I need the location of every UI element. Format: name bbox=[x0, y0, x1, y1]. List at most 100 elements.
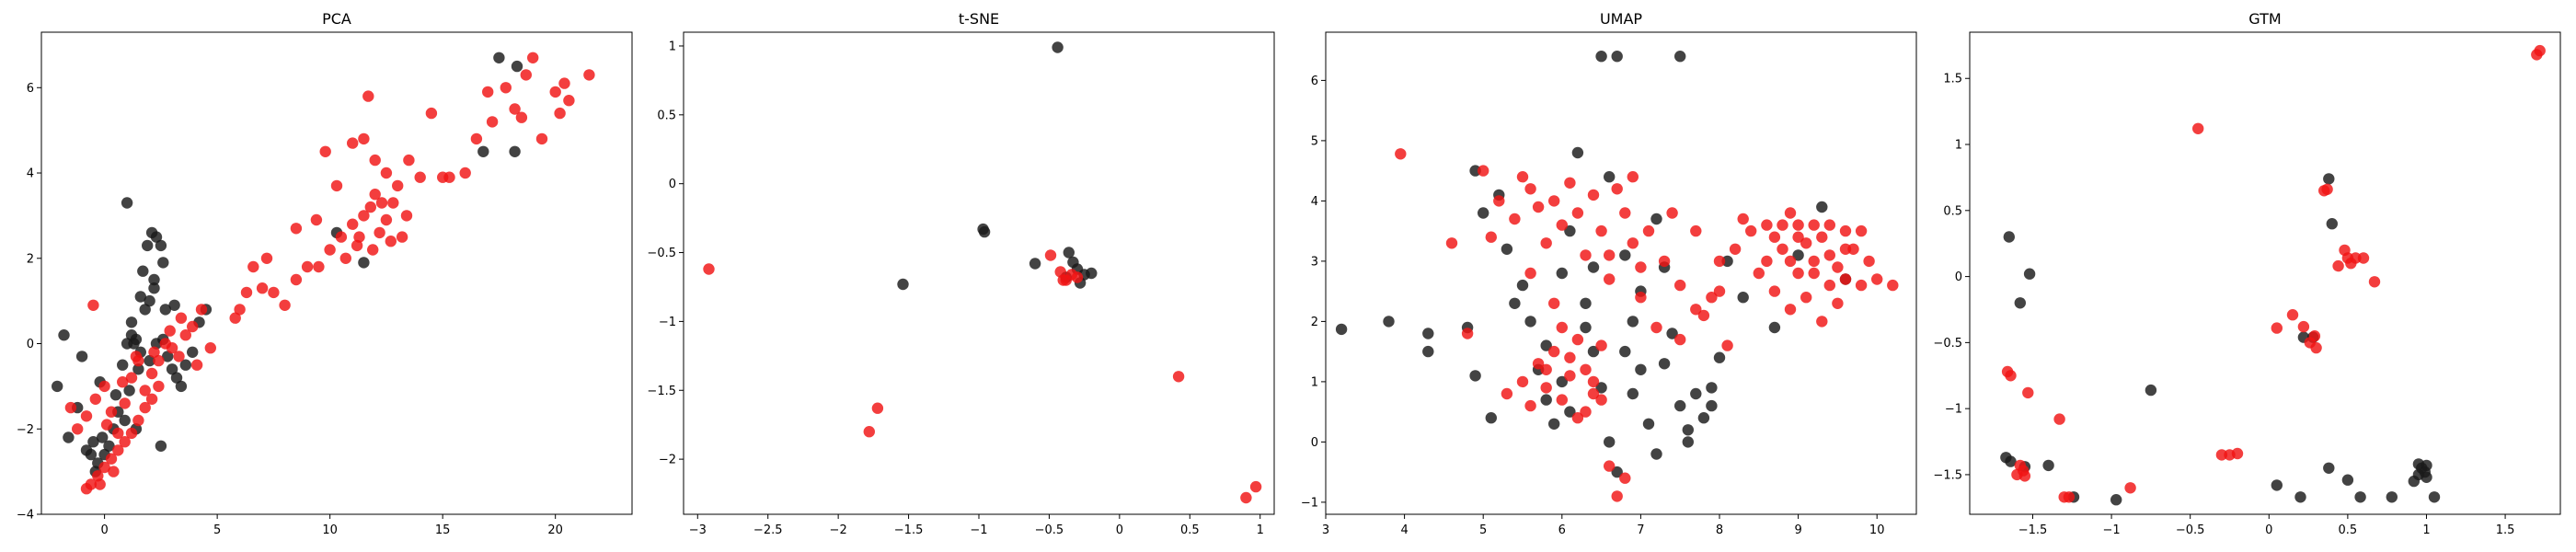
data-point-red bbox=[1516, 375, 1529, 388]
data-point-red bbox=[119, 397, 131, 409]
data-point-red bbox=[1240, 491, 1252, 504]
data-point-black bbox=[137, 265, 149, 277]
data-point-black bbox=[2421, 471, 2432, 483]
y-tick-label: 2 bbox=[1311, 316, 1318, 329]
data-point-red bbox=[1745, 224, 1757, 237]
data-point-red bbox=[260, 252, 273, 264]
data-point-red bbox=[108, 466, 120, 477]
data-point-red bbox=[380, 213, 393, 226]
data-point-red bbox=[380, 167, 393, 179]
data-point-red bbox=[2053, 413, 2065, 425]
data-point-black bbox=[134, 291, 146, 303]
data-point-red bbox=[1816, 316, 1828, 328]
data-point-red bbox=[1595, 394, 1607, 406]
data-point-red bbox=[414, 171, 426, 183]
data-point-red bbox=[105, 453, 118, 465]
data-point-red bbox=[1395, 148, 1407, 160]
data-point-red bbox=[2332, 259, 2344, 272]
data-point-red bbox=[1808, 219, 1820, 231]
data-point-red bbox=[364, 201, 376, 213]
data-point-red bbox=[459, 167, 471, 179]
data-point-red bbox=[351, 239, 363, 252]
x-tick-label: −0.5 bbox=[1035, 523, 1064, 537]
data-point-red bbox=[400, 210, 413, 222]
data-point-black bbox=[85, 448, 98, 461]
data-point-black bbox=[58, 329, 70, 341]
data-point-black bbox=[1690, 387, 1702, 400]
data-point-red bbox=[1571, 412, 1584, 424]
data-point-red bbox=[1548, 297, 1560, 309]
x-tick-label: 10 bbox=[1869, 523, 1885, 537]
chart-title: UMAP bbox=[1600, 10, 1642, 28]
data-point-black bbox=[121, 197, 133, 209]
data-point-red bbox=[148, 346, 160, 358]
data-point-red bbox=[1564, 370, 1576, 382]
data-point-red bbox=[1532, 201, 1545, 213]
data-point-red bbox=[1832, 261, 1844, 273]
data-point-black bbox=[2023, 268, 2036, 280]
data-point-red bbox=[1524, 183, 1536, 195]
data-point-black bbox=[1509, 297, 1521, 309]
x-tick-label: 4 bbox=[1400, 523, 1408, 537]
data-point-black bbox=[109, 389, 122, 401]
data-point-black bbox=[1682, 436, 1695, 448]
data-point-black bbox=[2421, 459, 2432, 472]
data-point-red bbox=[1524, 399, 1536, 412]
data-point-black bbox=[1706, 382, 1718, 394]
data-point-red bbox=[80, 483, 93, 495]
data-point-red bbox=[1556, 321, 1569, 334]
chart-panel-umap: UMAP 3 4 5 6 7 8 9 10 −1 0 1 2 3 4 5 6 bbox=[1301, 10, 1917, 537]
data-point-black bbox=[1587, 261, 1600, 273]
data-point-red bbox=[387, 197, 399, 209]
data-point-red bbox=[425, 107, 438, 120]
data-point-red bbox=[2297, 320, 2310, 333]
data-point-black bbox=[1674, 51, 1686, 63]
data-point-black bbox=[1540, 394, 1552, 406]
data-point-black bbox=[1650, 213, 1662, 225]
data-point-red bbox=[1666, 207, 1678, 219]
data-point-red bbox=[1493, 195, 1505, 207]
data-point-black bbox=[1635, 363, 1647, 375]
plot-frame bbox=[40, 31, 633, 515]
y-tick-label: 4 bbox=[1311, 195, 1318, 209]
x-tick-label: 20 bbox=[547, 523, 563, 537]
data-point-black bbox=[358, 257, 370, 269]
data-point-red bbox=[554, 107, 566, 120]
data-point-red bbox=[145, 393, 158, 405]
data-point-black bbox=[1682, 424, 1695, 436]
data-point-red bbox=[375, 197, 388, 209]
data-point-red bbox=[1690, 224, 1702, 237]
data-point-red bbox=[385, 236, 397, 247]
data-point-red bbox=[2286, 309, 2299, 321]
data-point-black bbox=[1478, 207, 1489, 219]
data-point-red bbox=[313, 260, 325, 273]
data-point-red bbox=[1556, 394, 1569, 406]
y-tick-label: −0.5 bbox=[647, 247, 676, 260]
data-point-red bbox=[179, 329, 191, 341]
data-point-red bbox=[1595, 339, 1607, 351]
data-point-red bbox=[1823, 249, 1836, 261]
data-point-red bbox=[1057, 274, 1069, 286]
data-point-black bbox=[2354, 491, 2366, 503]
data-point-black bbox=[166, 363, 178, 375]
data-point-black bbox=[1721, 255, 1733, 268]
data-point-red bbox=[871, 402, 884, 414]
data-point-red bbox=[234, 304, 246, 316]
data-point-black bbox=[1383, 316, 1395, 328]
data-point-red bbox=[1792, 231, 1804, 243]
x-tick-label: −1 bbox=[2102, 523, 2120, 537]
data-point-black bbox=[1556, 375, 1569, 388]
data-point-black bbox=[1611, 51, 1623, 63]
data-point-black bbox=[119, 414, 131, 427]
data-point-red bbox=[2357, 252, 2370, 264]
data-point-black bbox=[1516, 279, 1529, 292]
data-point-red bbox=[125, 427, 138, 440]
data-point-black bbox=[1564, 224, 1576, 237]
data-point-red bbox=[335, 231, 348, 243]
data-point-red bbox=[1871, 273, 1883, 285]
data-point-red bbox=[290, 273, 303, 286]
data-point-black bbox=[978, 225, 991, 238]
data-point-red bbox=[1823, 219, 1836, 231]
data-point-red bbox=[130, 351, 143, 362]
data-point-black bbox=[2428, 491, 2441, 503]
